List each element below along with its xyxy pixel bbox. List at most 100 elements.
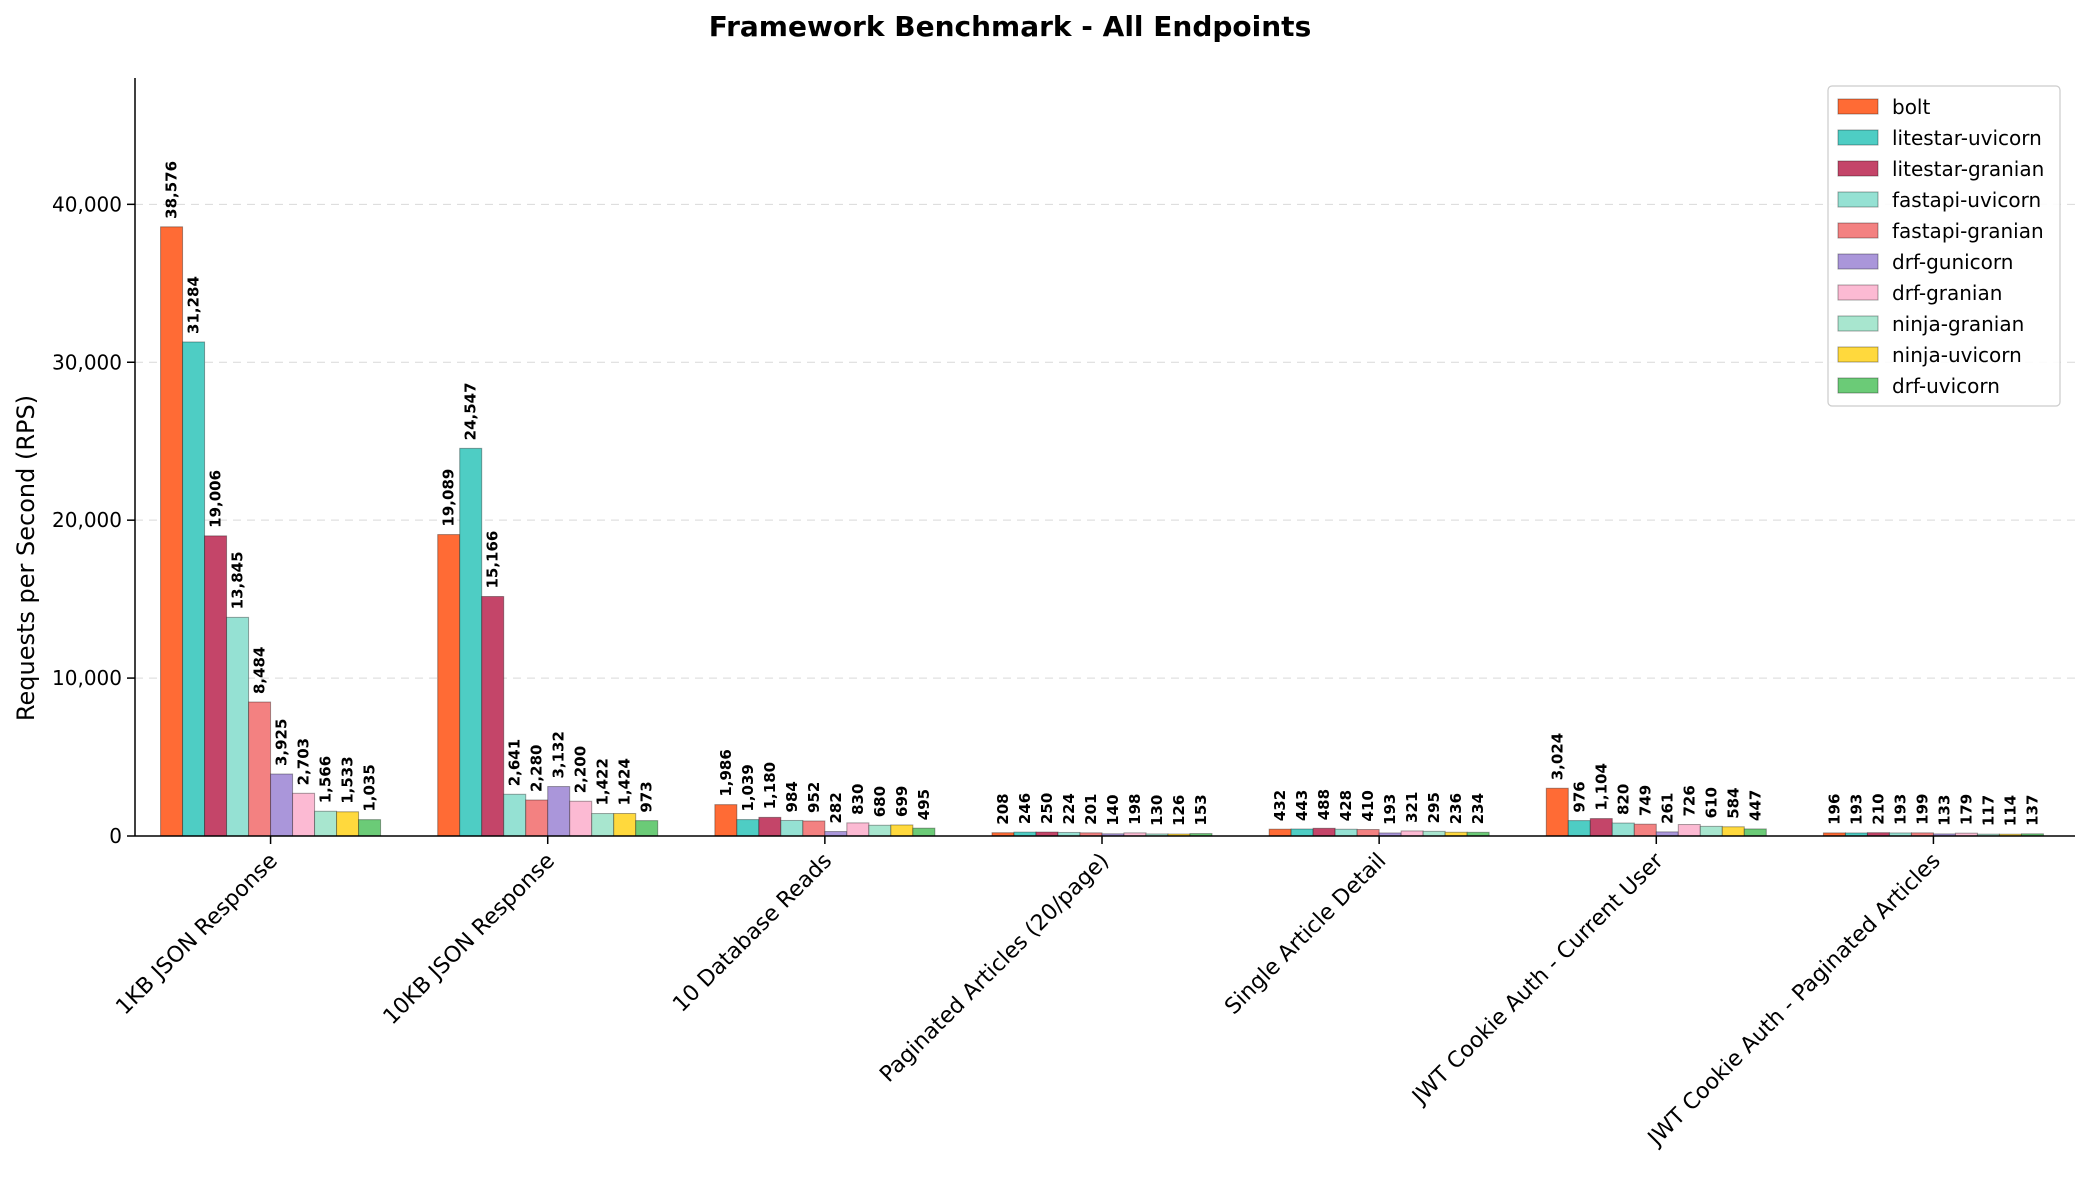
bar-value-label: 193 [1847,794,1865,825]
bar-value-label: 201 [1082,794,1100,825]
y-tick-label: 20,000 [52,508,122,532]
bar [890,824,914,837]
y-tick-label: 10,000 [52,666,122,690]
bar-value-label: 193 [1381,794,1399,825]
bar-value-label: 24,547 [462,382,480,440]
bar-value-label: 447 [1746,790,1764,821]
legend-entry-label: litestar-granian [1892,157,2044,181]
bar-value-label: 2,200 [572,746,590,793]
bar [1312,827,1336,837]
bar [736,819,760,837]
bar [1567,820,1591,837]
y-tick-label: 30,000 [52,350,122,374]
bar-value-label: 699 [893,786,911,817]
bar [846,822,870,837]
legend-box [1827,85,2061,407]
bar [503,793,527,837]
bar-value-label: 31,284 [185,276,203,334]
bar-value-label: 38,576 [163,161,181,219]
bar [1589,818,1613,837]
bar-value-label: 198 [1126,794,1144,825]
bar [635,820,659,837]
bar [591,813,615,837]
bar-value-label: 13,845 [229,551,247,609]
legend-swatch [1837,253,1879,270]
bar [547,786,571,837]
legend-swatch [1837,129,1879,146]
bars [160,226,2044,837]
legend-entry-label: fastapi-uvicorn [1892,188,2041,212]
legend-entry-label: ninja-uvicorn [1892,343,2022,367]
bar-value-label: 130 [1148,795,1166,826]
bar-value-label: 749 [1636,785,1654,816]
bar [1400,830,1424,837]
bar-value-label: 208 [994,793,1012,824]
bar [1545,787,1569,837]
bar [613,813,637,837]
bar-value-label: 680 [871,786,889,817]
bar [780,819,804,837]
legend-entry-label: fastapi-granian [1892,219,2044,243]
bar-value-label: 1,422 [594,758,612,805]
bar [314,810,338,837]
x-tick-label: 10KB JSON Response [379,849,560,1030]
bar-value-label: 410 [1359,790,1377,821]
bar [525,799,549,837]
x-tick-label: 1KB JSON Response [111,849,282,1020]
legend-swatch [1837,191,1879,208]
bar-value-label: 8,484 [251,647,269,694]
legend-entry-label: bolt [1892,95,1930,119]
bar [459,447,483,837]
legend-swatch [1837,98,1879,115]
bar [1611,822,1635,837]
bar [1677,824,1701,837]
bar-value-label: 3,925 [273,719,291,766]
bar [270,773,294,837]
bar-value-label: 193 [1891,794,1909,825]
bar [758,816,782,837]
bar-value-label: 19,006 [207,470,225,528]
bar-value-label: 488 [1315,789,1333,820]
bar-value-label: 295 [1425,792,1443,823]
x-tick-label: Single Article Detail [1220,849,1391,1020]
bar [358,819,382,837]
bar-value-label: 495 [915,789,933,820]
bar-value-label: 19,089 [440,469,458,527]
bar-value-label: 234 [1469,793,1487,824]
bar-value-label: 830 [849,784,867,815]
bar-value-label: 199 [1913,794,1931,825]
bar [1721,826,1745,837]
bar [1743,828,1767,837]
legend-entry-label: ninja-granian [1892,312,2024,336]
bar [248,701,272,837]
bar-value-label: 250 [1038,793,1056,824]
y-tick-label: 40,000 [52,192,122,216]
legend-entry-label: drf-gunicorn [1892,250,2013,274]
bar [1290,828,1314,837]
bar-value-label: 126 [1170,795,1188,826]
bar [569,800,593,837]
legend-swatch [1837,222,1879,239]
legend-swatch [1837,160,1879,177]
bar [912,827,936,837]
bar-value-label: 137 [2023,795,2041,826]
bar [1334,828,1358,837]
bar-value-label: 179 [1957,794,1975,825]
bar-value-label: 1,104 [1592,763,1610,810]
bar-value-label: 1,424 [616,758,634,805]
bar-value-label: 261 [1658,793,1676,824]
bar-value-label: 820 [1614,784,1632,815]
bar [336,811,360,837]
bar [1268,828,1292,837]
bar [868,824,892,837]
bar-value-label: 321 [1403,792,1421,823]
bar-value-label: 117 [1979,795,1997,826]
legend-entry-label: drf-granian [1892,281,2002,305]
x-tick-label: Paginated Articles (20/page) [875,849,1114,1088]
chart-title: Framework Benchmark - All Endpoints [709,10,1311,43]
bar-value-label: 584 [1724,787,1742,818]
bar-value-label: 443 [1293,790,1311,821]
bar-value-label: 973 [638,781,656,812]
bar-value-label: 428 [1337,790,1355,821]
bar-value-label: 2,703 [295,738,313,785]
